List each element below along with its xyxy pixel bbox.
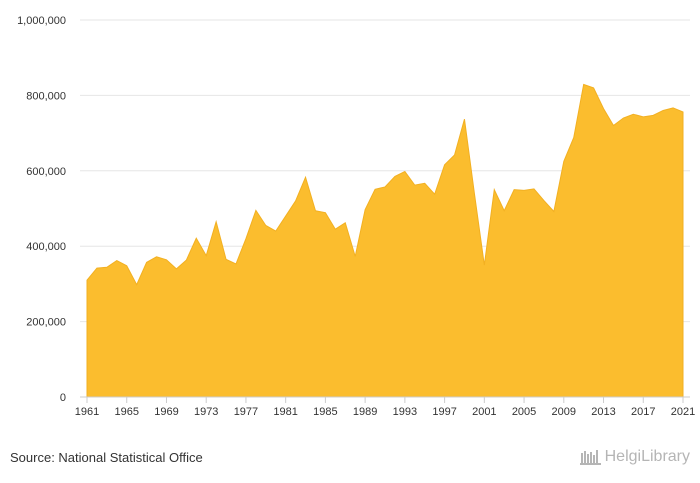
x-tick-label: 1973 — [194, 406, 218, 418]
x-tick-label: 1961 — [75, 406, 99, 418]
x-tick-label: 1981 — [273, 406, 297, 418]
y-tick-label: 0 — [60, 392, 66, 404]
y-tick-label: 1,000,000 — [17, 15, 66, 27]
y-tick-label: 400,000 — [26, 241, 66, 253]
x-tick-label: 1965 — [114, 406, 138, 418]
brand-logo[interactable]: HelgiLibrary — [579, 448, 690, 466]
x-tick-label: 2001 — [472, 406, 496, 418]
brand-name: HelgiLibrary — [604, 448, 690, 465]
x-tick-label: 1977 — [234, 406, 258, 418]
area-chart: 0 200,000 400,000 600,000 800,000 1,000,000 1… — [17, 15, 695, 418]
x-tick-label: 1997 — [432, 406, 456, 418]
x-tick-label: 1969 — [154, 406, 178, 418]
x-tick-label: 2017 — [631, 406, 655, 418]
y-axis-tick-labels: 0 200,000 400,000 600,000 800,000 1,000,000 — [17, 15, 66, 404]
x-tick-label: 1993 — [393, 406, 417, 418]
area-series — [86, 83, 684, 398]
y-tick-label: 800,000 — [26, 90, 66, 102]
x-tick-label: 2005 — [512, 406, 536, 418]
x-tick-label: 2009 — [552, 406, 576, 418]
x-tick-label: 1989 — [353, 406, 377, 418]
y-tick-label: 200,000 — [26, 317, 66, 329]
x-tick-label: 2013 — [591, 406, 615, 418]
x-tick-label: 1985 — [313, 406, 337, 418]
library-icon — [579, 450, 601, 465]
y-tick-label: 600,000 — [26, 166, 66, 178]
x-axis-ticks: 1961 1965 1969 1973 1977 1981 1985 1989 1993 1997… — [75, 397, 695, 418]
x-tick-label: 2021 — [671, 406, 695, 418]
chart-footer: Source: National Statistical Office Helg… — [0, 440, 700, 483]
source-note: Source: National Statistical Office — [10, 450, 203, 465]
